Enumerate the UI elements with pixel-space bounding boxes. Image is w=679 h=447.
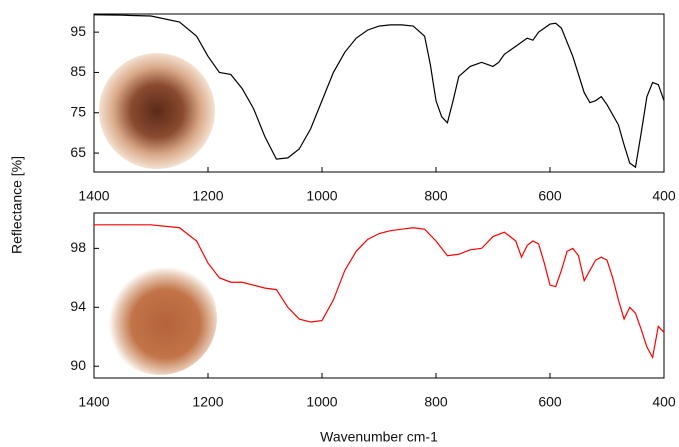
plot-frame [93,212,665,379]
y-tick-label: 75 [70,103,86,119]
x-tick-label: 1400 [78,188,109,204]
sample-photo [99,53,215,169]
x-tick-label: 600 [538,188,562,204]
spectrum-line [93,14,665,169]
y-tick-label: 98 [70,239,86,255]
plot-frame [93,13,665,173]
y-tick-label: 95 [70,23,86,39]
x-tick-label: 400 [652,188,676,204]
x-tick-label: 1400 [78,394,109,410]
y-tick-label: 94 [70,298,86,314]
x-axis-label: Wavenumber cm-1 [320,429,438,445]
x-tick-label: 800 [424,188,448,204]
spectrum-line [94,224,665,360]
x-tick-label: 800 [424,394,448,410]
x-tick-label: 1000 [306,394,337,410]
sample-photo [103,261,217,375]
y-axis-label: Reflectance [%] [9,156,25,254]
x-tick-label: 600 [538,394,562,410]
x-tick-label: 1000 [306,188,337,204]
x-tick-label: 1200 [192,188,223,204]
y-tick-label: 65 [70,144,86,160]
y-tick-label: 90 [70,357,86,373]
x-tick-label: 400 [652,394,676,410]
x-tick-label: 1200 [192,394,223,410]
y-tick-label: 85 [70,63,86,79]
